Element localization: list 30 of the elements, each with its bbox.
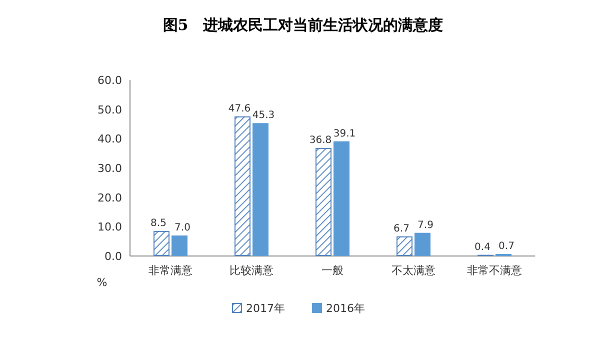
y-axis-title: % bbox=[96, 276, 108, 289]
bar bbox=[172, 235, 188, 256]
x-tick-label: 非常满意 bbox=[148, 264, 192, 277]
y-tick-label: 60.0 bbox=[98, 74, 122, 87]
data-label: 0.4 bbox=[474, 242, 490, 253]
bar bbox=[252, 123, 268, 256]
x-tick-label: 比较满意 bbox=[230, 264, 274, 277]
y-tick-label: 0.0 bbox=[104, 250, 122, 263]
data-label: 7.0 bbox=[174, 222, 190, 234]
data-label: 7.9 bbox=[418, 220, 434, 231]
y-tick-label: 30.0 bbox=[98, 162, 122, 175]
data-label: 36.8 bbox=[309, 135, 332, 146]
y-tick-label: 10.0 bbox=[98, 220, 122, 234]
chart-title: 图5 进城农民工对当前生活状况的满意度 bbox=[162, 16, 444, 34]
data-label: 0.7 bbox=[498, 240, 514, 252]
x-tick-label: 不太满意 bbox=[392, 264, 436, 277]
y-tick-label: 50.0 bbox=[98, 103, 122, 116]
y-tick-label: 40.0 bbox=[98, 132, 122, 146]
legend-label: 2016年 bbox=[326, 302, 365, 315]
y-tick-label: 20.0 bbox=[98, 191, 122, 204]
data-label: 45.3 bbox=[252, 110, 275, 122]
data-label: 8.5 bbox=[150, 218, 166, 230]
data-label: 39.1 bbox=[333, 128, 356, 140]
bar bbox=[414, 232, 430, 256]
legend-label: 2017年 bbox=[246, 302, 285, 315]
data-label: 47.6 bbox=[228, 103, 251, 114]
x-tick-label: 非常不满意 bbox=[467, 264, 522, 277]
data-label: 6.7 bbox=[394, 223, 410, 234]
bar bbox=[334, 141, 350, 256]
x-tick-label: 一般 bbox=[322, 264, 344, 277]
